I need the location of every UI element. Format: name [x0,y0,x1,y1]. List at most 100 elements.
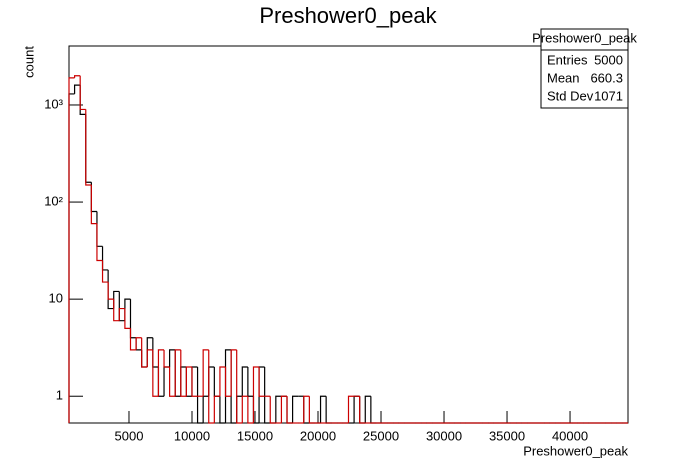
histogram-bin [146,349,153,368]
histogram-bin [146,337,153,368]
histogram-bin [258,367,265,397]
histogram-bin [269,396,276,424]
histogram-bin [169,349,176,368]
histogram-bin [364,395,371,423]
y-tick-label: 1 [56,388,63,403]
y-tick-label: 10 [49,291,63,306]
histogram-bin [191,366,198,397]
histogram-bin [68,77,75,423]
histogram-bin [185,367,192,397]
histogram-bin [141,349,148,368]
histogram-bin [163,366,170,397]
histogram-bin [174,349,181,397]
x-axis-label: Preshower0_peak [523,443,628,458]
histogram-bin [303,395,310,423]
histogram-bin [353,395,360,423]
histogram-bin [96,223,103,262]
histogram-bin [252,396,260,424]
histogram-bin [359,396,366,424]
histogram-bin [208,349,215,424]
histogram-bin [169,367,176,397]
histogram-bin [124,298,131,321]
stats-title: Preshower0_peak [532,30,637,45]
x-tick-label: 5000 [115,428,144,443]
histogram-bin [124,308,131,329]
histogram-bin [107,282,114,300]
x-tick-label: 15000 [237,428,273,443]
histogram-bin [286,396,293,424]
histogram-bin [196,367,204,424]
histogram-bin [73,84,81,94]
histogram-bin [101,260,109,283]
histogram-bin [280,395,288,423]
histogram-bin [185,366,192,397]
histogram-bin [180,349,187,397]
stats-key: Entries [547,52,588,67]
histogram-bin [247,396,254,424]
histogram-bin [191,367,198,397]
histogram-bin [236,395,243,423]
histogram-bin [208,366,215,397]
x-tick-label: 20000 [300,428,336,443]
histogram-bin [118,291,125,322]
histogram-bin [129,299,137,339]
histogram-bin [319,395,327,423]
histogram-bin [90,182,97,213]
histogram-bin [163,349,170,368]
histogram-bin [241,395,248,423]
histogram-bin [152,337,159,368]
histogram-bin [157,349,165,397]
histogram-bin [141,337,148,368]
histogram-bin [90,184,97,225]
histogram-bin [219,396,226,424]
histogram-bin [174,349,181,397]
histogram-bin [258,366,265,423]
histogram-bin [230,349,237,397]
histogram-bin [135,337,142,351]
histogram-bin [129,328,137,351]
histogram-bin [325,396,332,424]
histogram-bin [347,395,355,423]
histogram-bin [252,366,260,423]
histogram-bin [308,396,315,424]
histogram-bin [79,75,86,111]
chart-title: Preshower0_peak [259,3,437,28]
histogram-bin [135,337,142,350]
stats-frame [540,28,629,109]
stats-value: 1071 [594,88,623,103]
histogram-bin [202,349,209,397]
x-tick-label: 25000 [363,428,399,443]
histogram-bin [286,396,293,424]
stats-value: 660.3 [590,70,623,85]
x-tick-label: 35000 [489,428,525,443]
histogram-bin [107,269,114,310]
histogram-bin [230,349,237,424]
histogram-bin [113,290,120,309]
histogram-bin [213,395,220,423]
histogram-bin [224,349,232,423]
histogram-bin [292,395,299,423]
histogram-bin [101,246,109,271]
stats-box: Preshower0_peak Entries 5000 Mean 660.3 Std … [532,28,637,109]
histogram-bin [370,396,377,424]
histogram-bin [236,349,243,424]
histogram-bin [157,367,165,397]
histogram-bin [73,75,81,78]
y-axis-label: count [21,46,36,78]
histogram-bin [247,367,254,397]
histogram-bin [180,366,187,397]
histogram-bin [96,211,103,247]
stats-value: 5000 [594,52,623,67]
histogram-bin [118,307,125,321]
histogram-bin [152,349,159,397]
stats-key: Std Dev [547,88,594,103]
histogram-bin [219,366,226,397]
histogram-bin [224,367,232,397]
stats-key: Mean [547,70,580,85]
histogram-bin [113,299,120,322]
y-tick-label: 10² [44,193,63,208]
histogram-bin [85,114,92,183]
histogram-bin [359,396,366,424]
x-tick-label: 10000 [174,428,210,443]
